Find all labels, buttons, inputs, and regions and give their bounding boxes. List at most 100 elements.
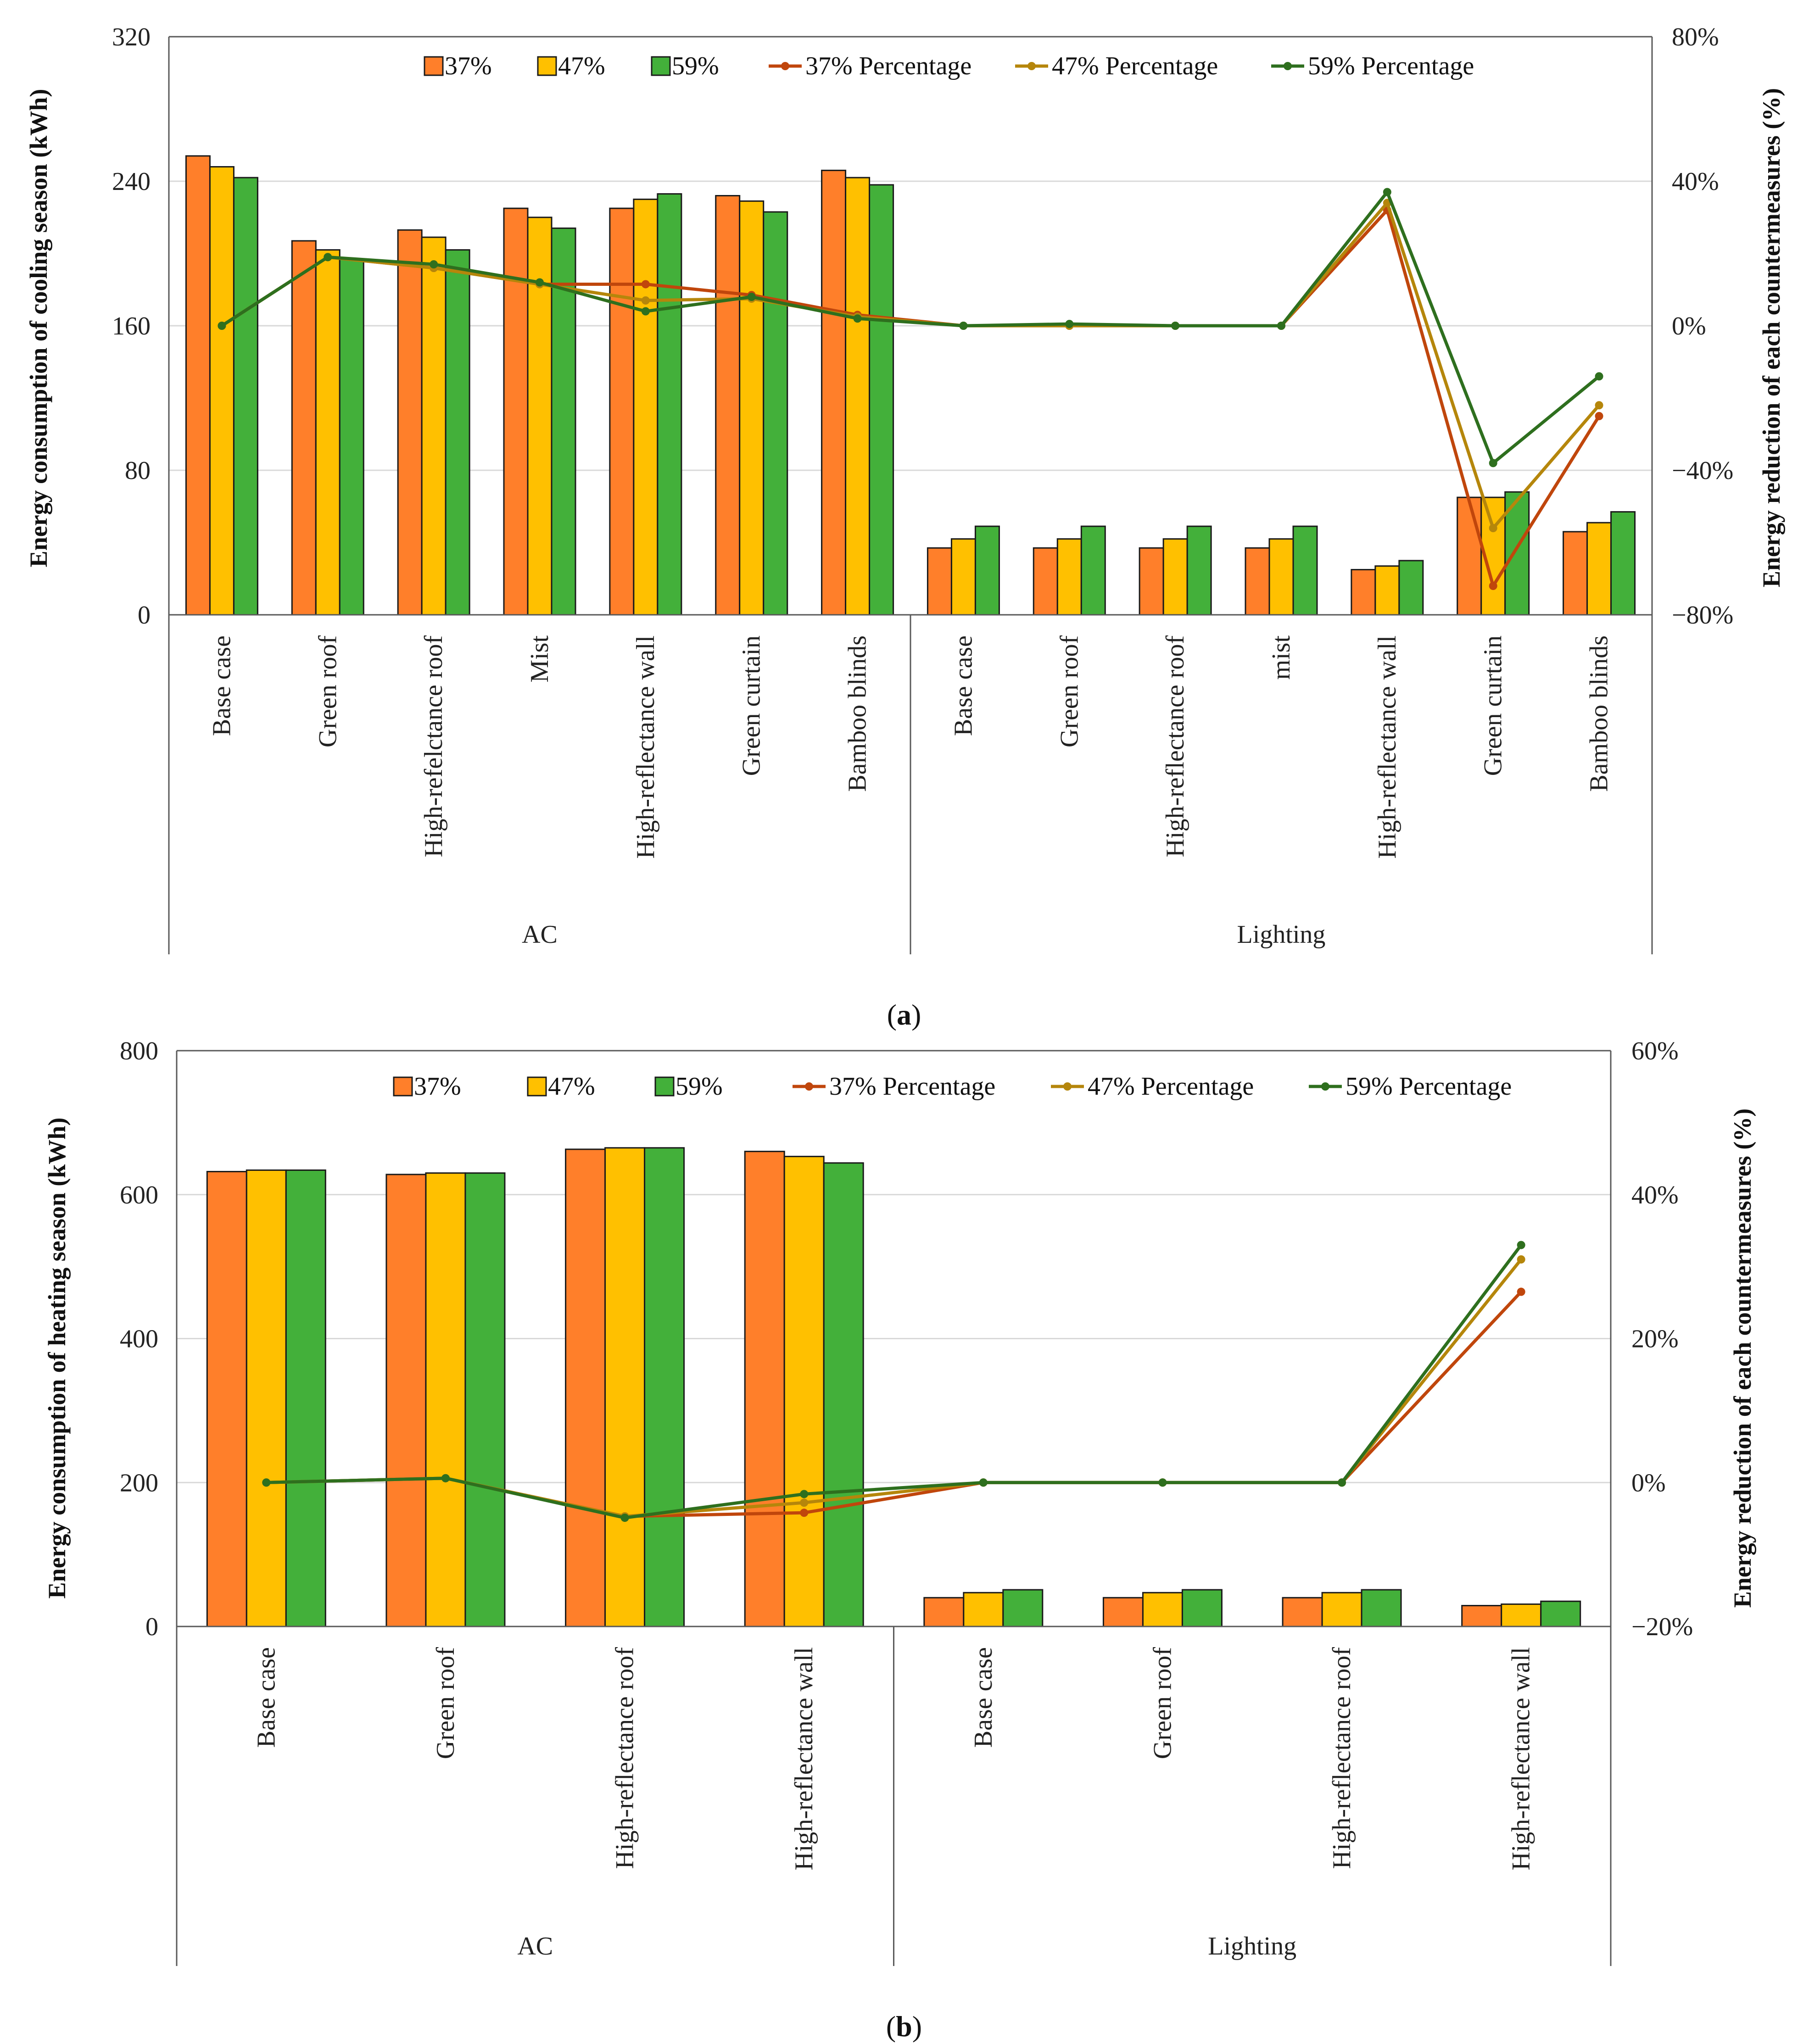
line-point-2-6 xyxy=(1338,1478,1346,1487)
bar-37pct-5 xyxy=(1102,1597,1144,1627)
bar-47pct-4 xyxy=(963,1592,1004,1627)
y-tick-label: 0 xyxy=(138,601,151,629)
bar-37pct-10 xyxy=(1245,547,1270,616)
bar-37pct-2 xyxy=(565,1148,606,1627)
bar-59pct-0 xyxy=(285,1169,326,1627)
category-label-12: Green curtain xyxy=(1479,635,1508,776)
bar-37pct-11 xyxy=(1351,569,1376,616)
legend-label-0: 37% xyxy=(445,52,492,80)
category-label-9: High-reflectance roof xyxy=(1161,635,1189,858)
chart-a-legend: 37% 47% 59% 37% Percentage 47% Percentage 59%… xyxy=(424,52,1474,80)
bar-47pct-11 xyxy=(1374,565,1400,616)
category-label-5: Green curtain xyxy=(737,635,766,776)
legend-label-2: 59% xyxy=(676,1072,723,1101)
y2-tick-label: 0% xyxy=(1672,312,1706,340)
y2-tick-label: 40% xyxy=(1672,167,1719,196)
bar-37pct-0 xyxy=(185,155,211,616)
category-label-5: Green roof xyxy=(1148,1647,1177,1759)
chart-b-category-labels: Base case Green roof High-reflectance roof… xyxy=(252,1647,1535,1871)
bar-37pct-2 xyxy=(397,229,423,616)
bar-47pct-3 xyxy=(783,1156,825,1627)
y2-tick-label: 0% xyxy=(1631,1469,1666,1497)
bar-47pct-13 xyxy=(1586,522,1612,616)
bar-59pct-13 xyxy=(1610,511,1636,616)
line-point-2-6 xyxy=(853,314,862,323)
y2-tick-label: −20% xyxy=(1631,1613,1693,1641)
bar-37pct-7 xyxy=(927,547,952,616)
line-point-2-5 xyxy=(747,293,756,301)
legend-marker-3 xyxy=(781,62,789,70)
y2-tick-label: −80% xyxy=(1672,601,1733,629)
line-point-2-7 xyxy=(1517,1241,1525,1249)
bar-47pct-7 xyxy=(1501,1603,1542,1627)
bar-59pct-1 xyxy=(339,258,364,616)
bar-37pct-6 xyxy=(1282,1597,1323,1627)
legend-marker-4 xyxy=(1027,62,1036,70)
chart-b-caption: (b) xyxy=(886,2010,922,2043)
line-point-1-13 xyxy=(1595,401,1603,410)
bar-47pct-2 xyxy=(604,1147,646,1627)
category-label-1: Green roof xyxy=(431,1647,460,1759)
category-label-0: Base case xyxy=(252,1647,280,1748)
category-label-7: High-reflectance wall xyxy=(1507,1647,1535,1871)
line-point-2-10 xyxy=(1277,322,1285,330)
bar-37pct-4 xyxy=(923,1597,965,1627)
line-point-2-3 xyxy=(536,278,544,287)
legend-label-1: 47% xyxy=(548,1072,595,1101)
category-label-6: High-reflectance roof xyxy=(1328,1647,1356,1869)
legend-swatch-1 xyxy=(537,56,557,76)
legend-swatch-1 xyxy=(527,1076,547,1097)
chart-b-right-ticks: −20% 0% 20% 40% 60% xyxy=(1631,1037,1693,1641)
group-label-lighting: Lighting xyxy=(1237,920,1326,949)
y2-tick-label: 20% xyxy=(1631,1325,1679,1353)
bar-59pct-4 xyxy=(657,193,682,616)
bar-59pct-2 xyxy=(445,249,470,616)
chart-b-caption-letter: b xyxy=(896,2010,912,2043)
legend-label-2: 59% xyxy=(672,52,719,80)
legend-marker-4 xyxy=(1063,1082,1072,1091)
chart-b-y2-axis-label: Energy reduction of each countermeasures… xyxy=(1729,1108,1756,1608)
bar-47pct-5 xyxy=(739,200,765,616)
category-label-8: Green roof xyxy=(1055,635,1083,747)
chart-b-axes xyxy=(176,1050,1612,1966)
bar-47pct-1 xyxy=(425,1172,466,1627)
bar-59pct-4 xyxy=(1002,1589,1044,1627)
legend-label-4: 47% Percentage xyxy=(1052,52,1218,80)
category-label-7: Base case xyxy=(949,635,977,736)
chart-a-lines xyxy=(218,188,1603,590)
y2-tick-label: 60% xyxy=(1631,1037,1679,1065)
chart-a-right-ticks: −80% −40% 0% 40% 80% xyxy=(1672,23,1733,629)
chart-a-group-labels: AC Lighting xyxy=(522,920,1325,949)
bar-47pct-2 xyxy=(421,236,447,616)
line-point-2-5 xyxy=(1158,1478,1167,1487)
line-point-2-3 xyxy=(800,1490,809,1498)
bar-47pct-3 xyxy=(527,217,553,616)
bar-37pct-3 xyxy=(744,1151,785,1627)
bar-47pct-9 xyxy=(1162,538,1188,616)
legend-swatch-2 xyxy=(651,56,671,76)
bar-47pct-8 xyxy=(1056,538,1082,616)
group-label-ac: AC xyxy=(517,1932,553,1960)
legend-label-5: 59% Percentage xyxy=(1308,52,1474,80)
bar-47pct-6 xyxy=(1321,1592,1362,1627)
line-59pct-percentage xyxy=(266,1244,1523,1520)
chart-a-caption: (a) xyxy=(887,998,921,1031)
bar-59pct-11 xyxy=(1398,560,1424,616)
chart-b-bars xyxy=(206,1147,1581,1627)
legend-label-1: 47% xyxy=(558,52,605,80)
y-tick-label: 400 xyxy=(120,1325,158,1353)
y-tick-label: 800 xyxy=(120,1037,158,1065)
line-point-2-8 xyxy=(1065,320,1074,329)
bar-47pct-5 xyxy=(1142,1592,1183,1627)
line-point-1-4 xyxy=(641,296,650,305)
category-label-10: mist xyxy=(1267,635,1295,680)
line-point-2-2 xyxy=(430,260,438,269)
bar-37pct-4 xyxy=(609,207,635,616)
chart-a-y2-axis-label: Energy reduction of each countermeasures… xyxy=(1758,88,1785,587)
chart-b-lines xyxy=(262,1241,1525,1522)
bar-47pct-0 xyxy=(246,1169,287,1627)
bar-47pct-1 xyxy=(315,249,341,616)
legend-label-0: 37% xyxy=(414,1072,461,1101)
line-point-0-3 xyxy=(800,1509,809,1517)
bar-37pct-0 xyxy=(206,1171,247,1627)
